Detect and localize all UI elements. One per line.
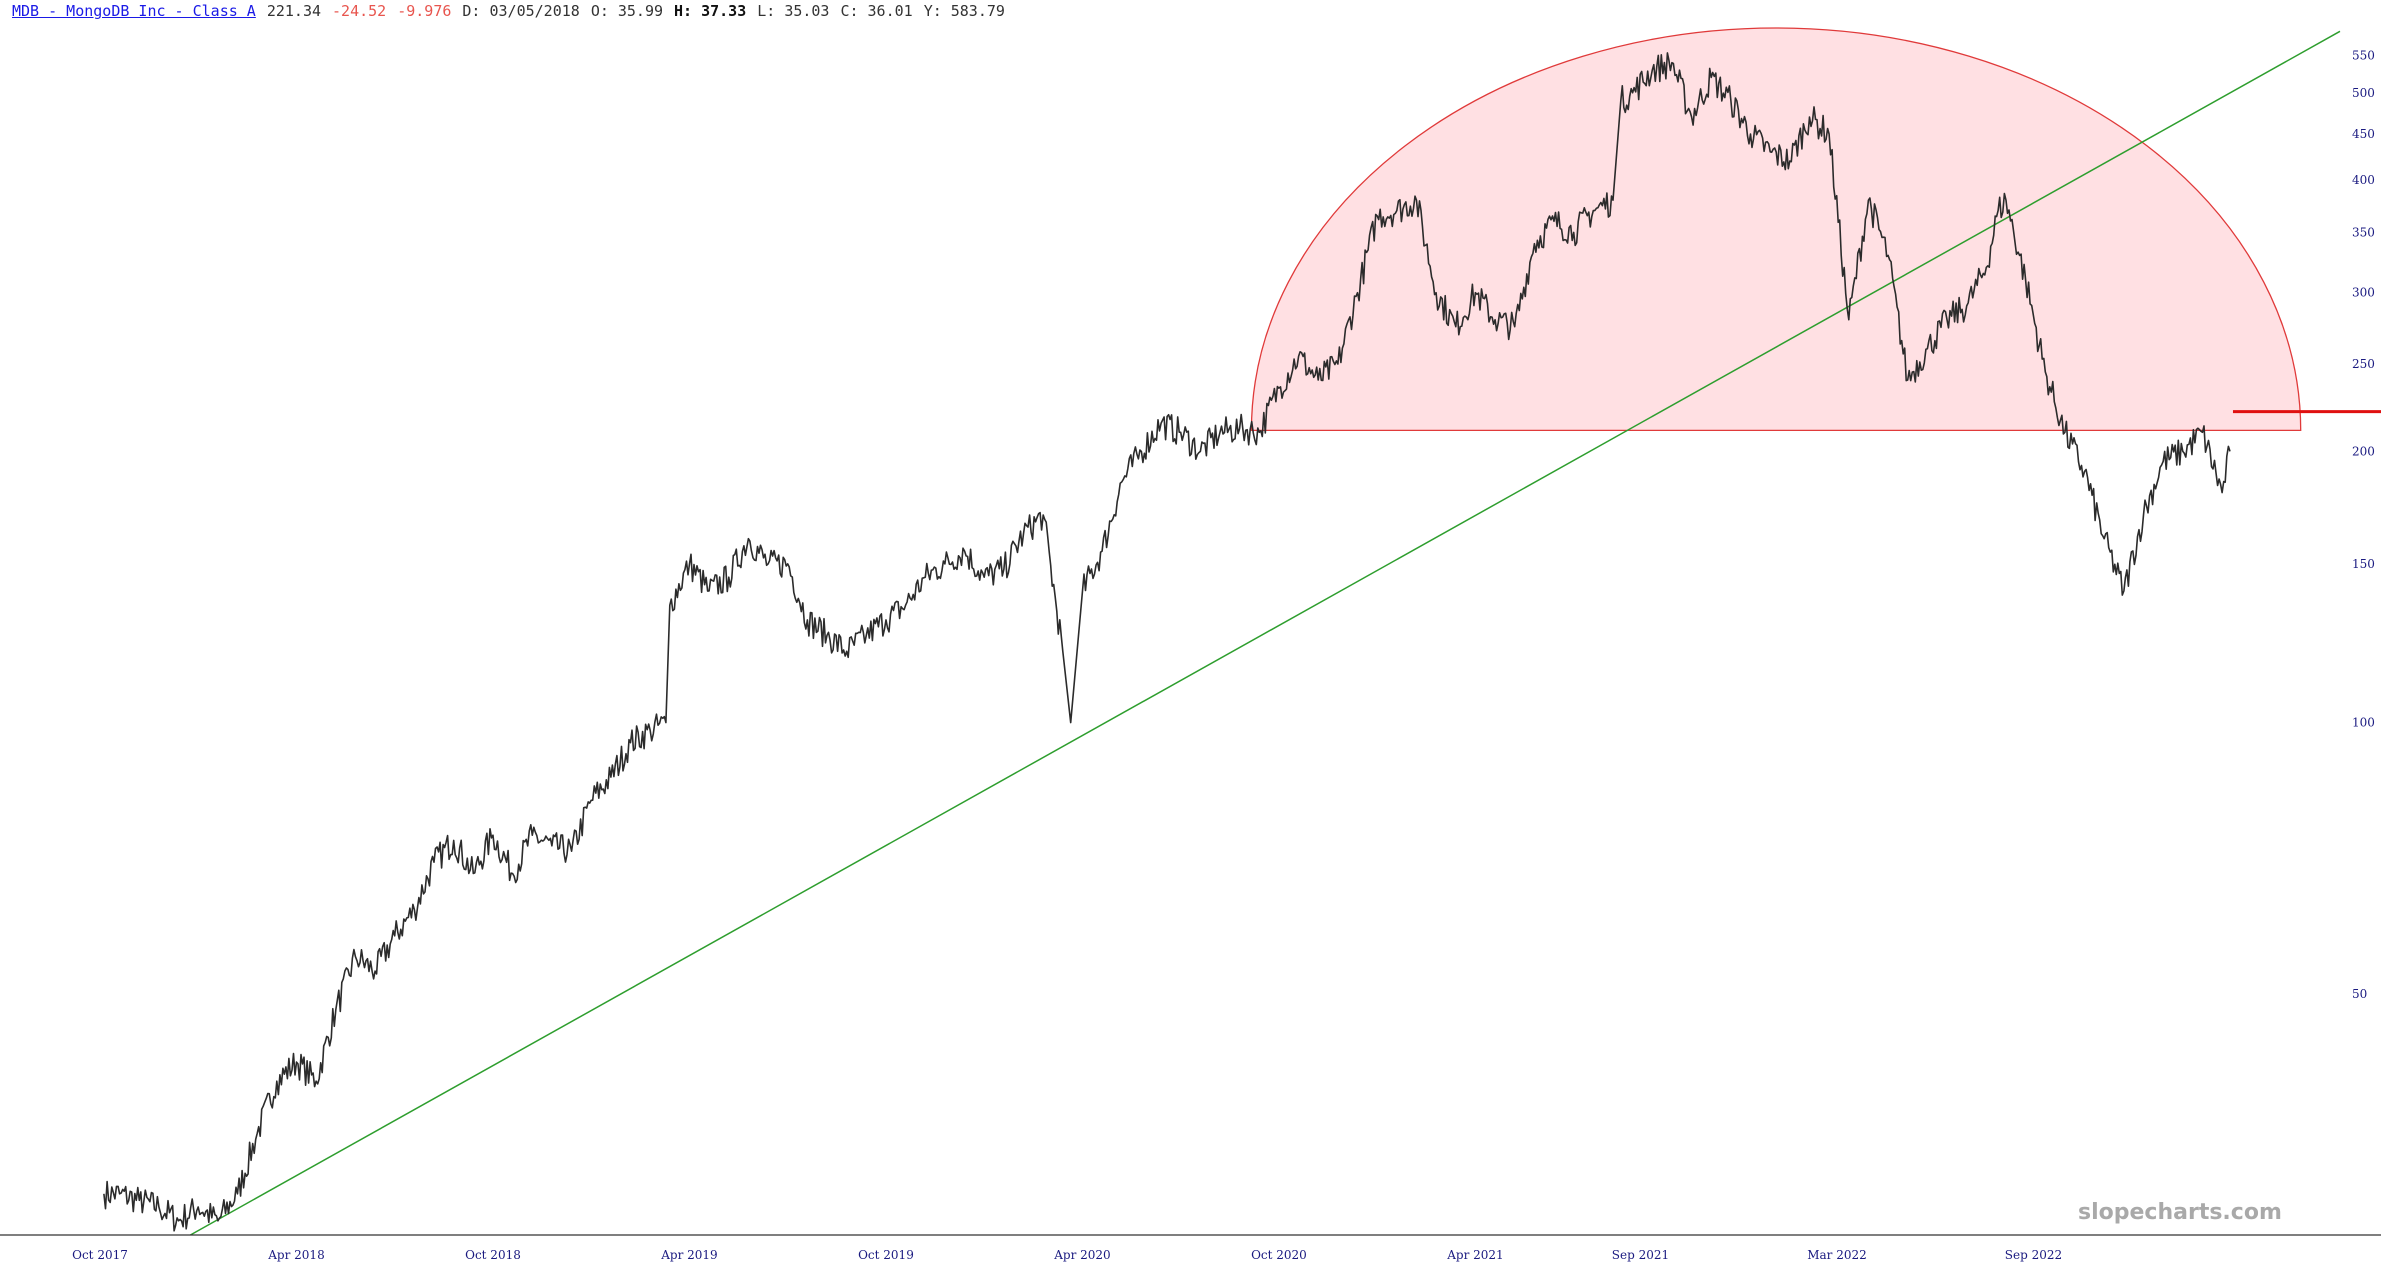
close-value: 36.01 xyxy=(867,2,913,20)
y-tick-label: 450 xyxy=(2352,127,2375,141)
y-tick-label: 100 xyxy=(2352,716,2375,730)
symbol-title-link[interactable]: MDB - MongoDB Inc - Class A xyxy=(12,2,256,20)
y-tick-label: 400 xyxy=(2352,173,2375,187)
x-tick-label: Mar 2022 xyxy=(1807,1248,1867,1262)
high-label: H: xyxy=(674,2,693,20)
x-tick-label: Apr 2018 xyxy=(267,1248,324,1262)
x-tick-label: Sep 2021 xyxy=(1612,1248,1669,1262)
open-value: 35.99 xyxy=(617,2,664,20)
y-tick-label: 150 xyxy=(2352,557,2375,571)
support-trendline xyxy=(190,30,2341,1236)
quote-header: MDB - MongoDB Inc - Class A 221.34 -24.5… xyxy=(12,2,1016,26)
y-tick-label: 550 xyxy=(2352,48,2375,62)
low-label: L: xyxy=(757,2,776,20)
bar-date: D: 03/05/2018 xyxy=(462,2,580,20)
y-value: 583.79 xyxy=(950,2,1005,20)
high-value: 37.33 xyxy=(701,2,747,20)
x-tick-label: Oct 2017 xyxy=(72,1248,128,1262)
price-series-line xyxy=(103,52,2231,1232)
y-tick-label: 350 xyxy=(2352,225,2375,239)
x-tick-label: Apr 2020 xyxy=(1053,1248,1110,1262)
close-label: C: xyxy=(840,2,859,20)
y-tick-label: 200 xyxy=(2352,444,2375,458)
y-tick-label: 300 xyxy=(2352,286,2375,300)
x-tick-label: Oct 2020 xyxy=(1251,1248,1307,1262)
y-tick-label: 250 xyxy=(2352,357,2375,371)
y-tick-label: 500 xyxy=(2352,86,2375,100)
y-tick-label: 50 xyxy=(2352,987,2367,1001)
low-value: 35.03 xyxy=(784,2,830,20)
price-change-percent: -9.976 xyxy=(397,2,452,20)
rounding-top-arc xyxy=(1251,28,2300,430)
watermark: slopecharts.com xyxy=(2078,1200,2282,1225)
x-tick-label: Oct 2019 xyxy=(858,1248,914,1262)
x-tick-label: Oct 2018 xyxy=(465,1248,521,1262)
x-tick-label: Apr 2021 xyxy=(1446,1248,1503,1262)
y-label: Y: xyxy=(923,2,942,20)
last-price: 221.34 xyxy=(266,2,322,20)
x-tick-label: Sep 2022 xyxy=(2005,1248,2062,1262)
open-label: O: xyxy=(590,2,609,20)
price-change: -24.52 xyxy=(332,2,387,20)
x-tick-label: Apr 2019 xyxy=(660,1248,717,1262)
